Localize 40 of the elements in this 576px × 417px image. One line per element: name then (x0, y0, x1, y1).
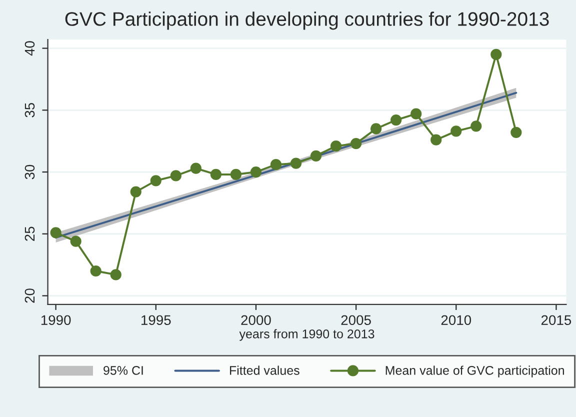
point (130, 186, 142, 198)
legend-label: Fitted values (230, 366, 300, 375)
x-tick-label: 1995 (142, 315, 171, 326)
point (430, 134, 442, 146)
point (290, 158, 302, 169)
x-tick-label: 2005 (341, 315, 371, 326)
y-tick-label: 30 (24, 164, 35, 180)
x-axis-title: years from 1990 to 2013 (239, 329, 374, 341)
point (150, 175, 162, 186)
point (350, 138, 362, 150)
point (310, 150, 322, 162)
legend-label: Mean value of GVC participation (386, 366, 564, 378)
point (270, 159, 282, 170)
point (250, 166, 262, 178)
point (390, 114, 402, 126)
y-tick-label: 40 (24, 41, 35, 56)
point (330, 140, 342, 152)
point (510, 126, 522, 138)
point (490, 48, 502, 60)
point (110, 269, 122, 280)
text: 95% CI (104, 366, 143, 375)
point (90, 265, 102, 277)
point (470, 120, 482, 132)
chart-title: GVC Participation in developing countries for 1990-2013 (65, 12, 549, 30)
point (170, 170, 182, 182)
x-tick-label: 2015 (541, 315, 572, 326)
point (210, 168, 222, 180)
point (50, 227, 62, 238)
point (230, 168, 242, 180)
x-tick-label: 1990 (41, 315, 71, 326)
point (190, 162, 202, 174)
point (70, 236, 82, 247)
point (370, 123, 382, 134)
y-tick-label: 35 (24, 103, 35, 118)
x-tick-label: 2010 (441, 315, 472, 326)
y-tick-label: 20 (24, 288, 35, 303)
x-tick-label: 2000 (241, 315, 271, 326)
point (450, 126, 462, 137)
y-tick-label: 25 (24, 226, 35, 241)
point (410, 108, 422, 120)
